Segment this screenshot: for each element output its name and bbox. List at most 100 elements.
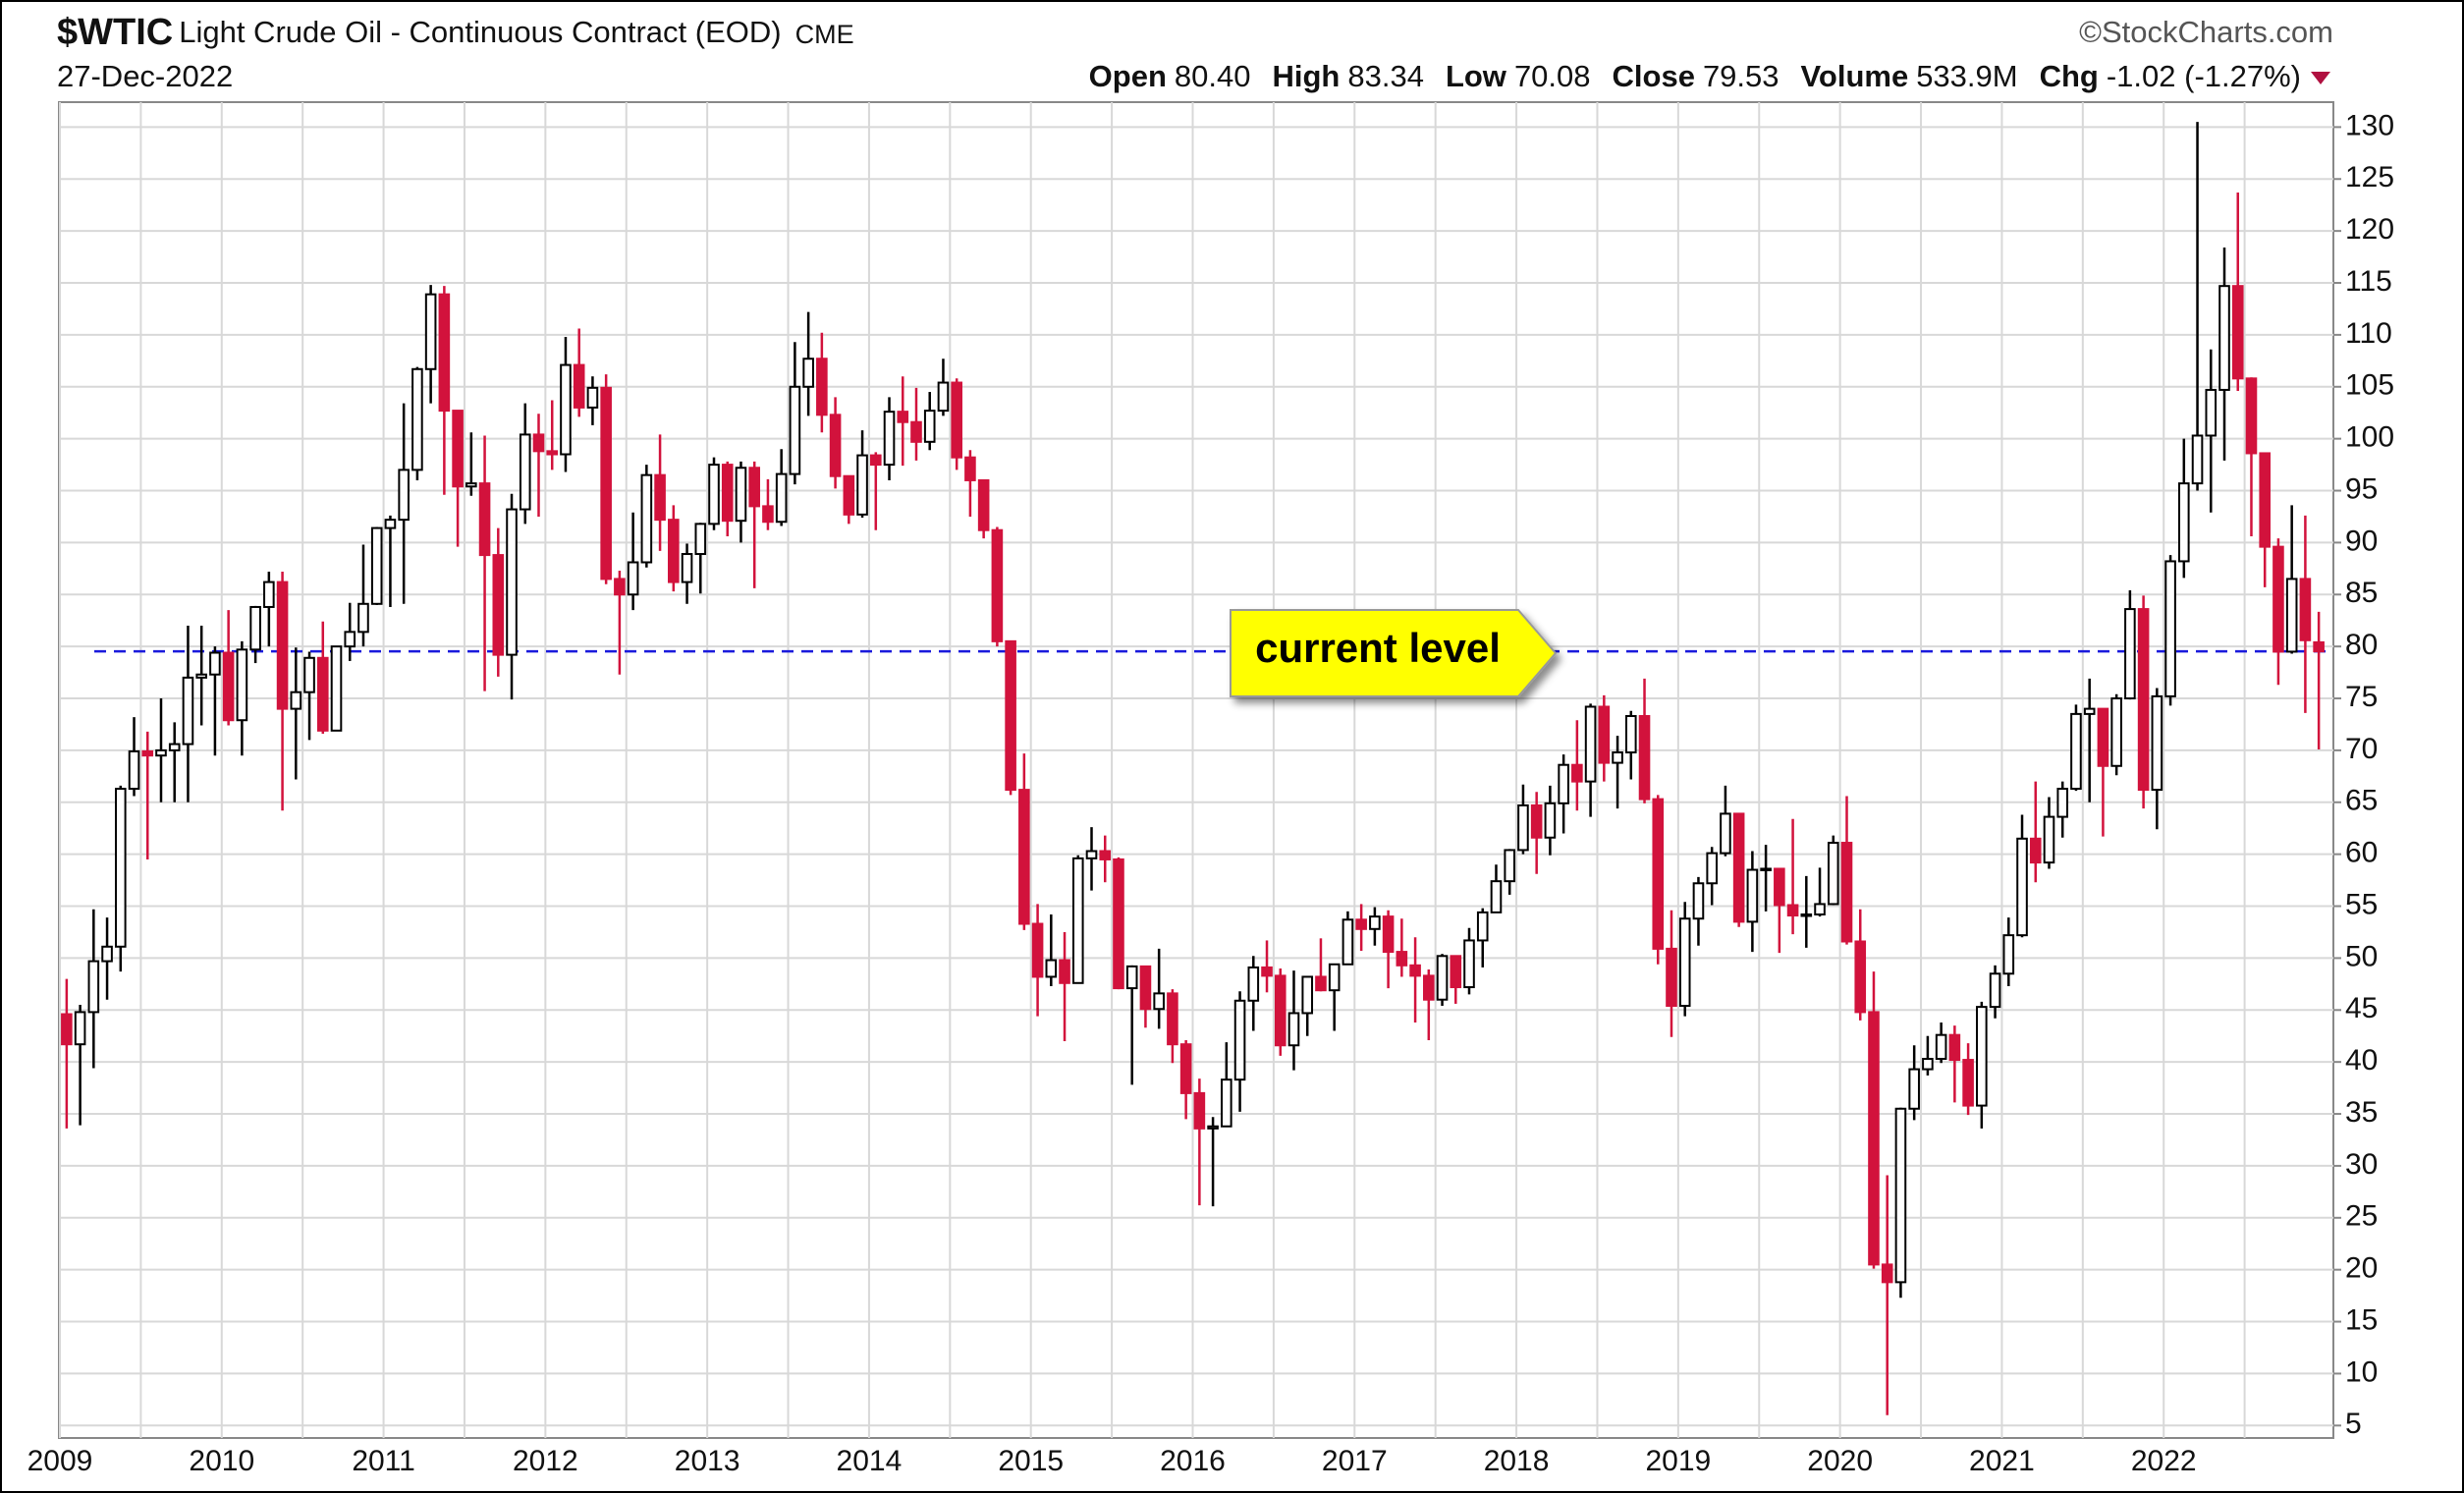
candle-body: [1113, 857, 1124, 990]
stat-value: 79.53: [1703, 59, 1780, 93]
candle-body: [1935, 1033, 1947, 1060]
candle-body: [2056, 788, 2069, 818]
candles: [61, 122, 2333, 1415]
candle-body: [74, 1011, 86, 1046]
candle-body: [438, 293, 451, 413]
candle-body: [762, 505, 774, 524]
candle-body: [2070, 712, 2082, 791]
candle-body: [2245, 377, 2258, 455]
candle-body: [923, 410, 936, 443]
candle-body: [1005, 639, 1016, 792]
candle-body: [1436, 955, 1449, 1001]
y-tick-label: 45: [2345, 992, 2378, 1024]
x-tick-label: 2010: [189, 1445, 254, 1477]
candle-body: [249, 605, 261, 651]
y-tick-label: 40: [2345, 1044, 2378, 1077]
candle-body: [640, 473, 653, 564]
candle-body: [1706, 852, 1718, 885]
candle-body: [2259, 452, 2272, 548]
callout-text: current level: [1255, 625, 1501, 671]
candle-body: [155, 748, 167, 757]
candle-body: [1881, 1263, 1893, 1284]
symbol: $WTIC: [57, 12, 173, 53]
x-tick-label: 2017: [1322, 1445, 1388, 1477]
y-tick-label: 65: [2345, 785, 2378, 817]
candle-body: [2313, 640, 2325, 653]
candle-body: [1908, 1068, 1920, 1110]
candle-body: [1382, 915, 1395, 954]
candle-body: [2110, 697, 2122, 767]
candle-body: [114, 788, 127, 948]
candle-body: [1786, 904, 1799, 917]
candle-body: [869, 454, 882, 467]
candle-body: [1463, 939, 1475, 989]
callout-box: [1230, 609, 1558, 697]
candle-body: [1652, 798, 1665, 950]
candle-body: [1571, 763, 1583, 783]
stat-name: Close: [1613, 59, 1695, 93]
stat-value: 70.08: [1514, 59, 1591, 93]
candle-body: [1868, 1011, 1880, 1266]
candle-body: [1800, 912, 1813, 917]
candle-body: [910, 420, 922, 443]
candle-body: [1018, 789, 1030, 925]
candle-body: [654, 473, 666, 522]
y-tick-label: 50: [2345, 940, 2378, 972]
candle-body: [2231, 285, 2244, 380]
candle-body: [883, 411, 896, 467]
candle-body: [856, 454, 868, 516]
candle-body: [1948, 1033, 1961, 1062]
candle-body: [1139, 965, 1152, 1011]
candle-body: [586, 386, 599, 409]
candle-body: [2016, 837, 2028, 937]
candle-body: [1450, 955, 1462, 989]
stat-name: Open: [1089, 59, 1167, 93]
x-tick-label: 2020: [1807, 1445, 1873, 1477]
x-tick-label: 2022: [2131, 1445, 2197, 1477]
candle-body: [1396, 951, 1408, 967]
candle-body: [1045, 959, 1058, 978]
candle-body: [789, 385, 801, 475]
candle-body: [1840, 842, 1853, 943]
candle-body: [1504, 849, 1516, 883]
candle-body: [1584, 705, 1597, 783]
candle-body: [1207, 1125, 1219, 1130]
candle-body: [398, 469, 410, 522]
candle-body: [384, 519, 397, 529]
candle-body: [1315, 975, 1327, 992]
candle-body: [1328, 963, 1341, 992]
candle-body: [748, 467, 761, 508]
candle-body: [1490, 880, 1503, 913]
candle-body: [2083, 707, 2096, 715]
y-tick-label: 15: [2345, 1303, 2378, 1336]
candle-body: [2097, 707, 2109, 767]
candle-body: [2178, 482, 2190, 563]
x-tick-label: 2019: [1645, 1445, 1711, 1477]
y-tick-label: 95: [2345, 472, 2378, 505]
candle-body: [1558, 763, 1569, 804]
candle-body: [627, 561, 639, 596]
y-tick-label: 5: [2345, 1408, 2362, 1440]
y-tick-label: 100: [2345, 421, 2394, 454]
candle-body: [2151, 694, 2163, 792]
candle-body: [1193, 1091, 1206, 1130]
candle-body: [465, 482, 477, 488]
candle-body: [1287, 1012, 1300, 1047]
y-tick-label: 115: [2345, 265, 2392, 298]
candle-body: [182, 676, 194, 746]
x-tick-label: 2016: [1160, 1445, 1226, 1477]
date: 27-Dec-2022: [57, 59, 233, 93]
y-tick-label: 105: [2345, 369, 2394, 402]
candle-body: [1774, 867, 1785, 907]
candle-body: [1638, 715, 1651, 801]
candle-body: [1409, 964, 1421, 977]
candle-body: [1612, 751, 1623, 764]
candle-body: [897, 411, 909, 423]
candle-body: [1894, 1107, 1907, 1284]
candle-body: [1976, 1006, 1988, 1107]
chart-title: Light Crude Oil - Continuous Contract (E…: [179, 15, 781, 49]
x-tick-label: 2021: [1969, 1445, 2035, 1477]
y-tick-label: 30: [2345, 1148, 2378, 1181]
